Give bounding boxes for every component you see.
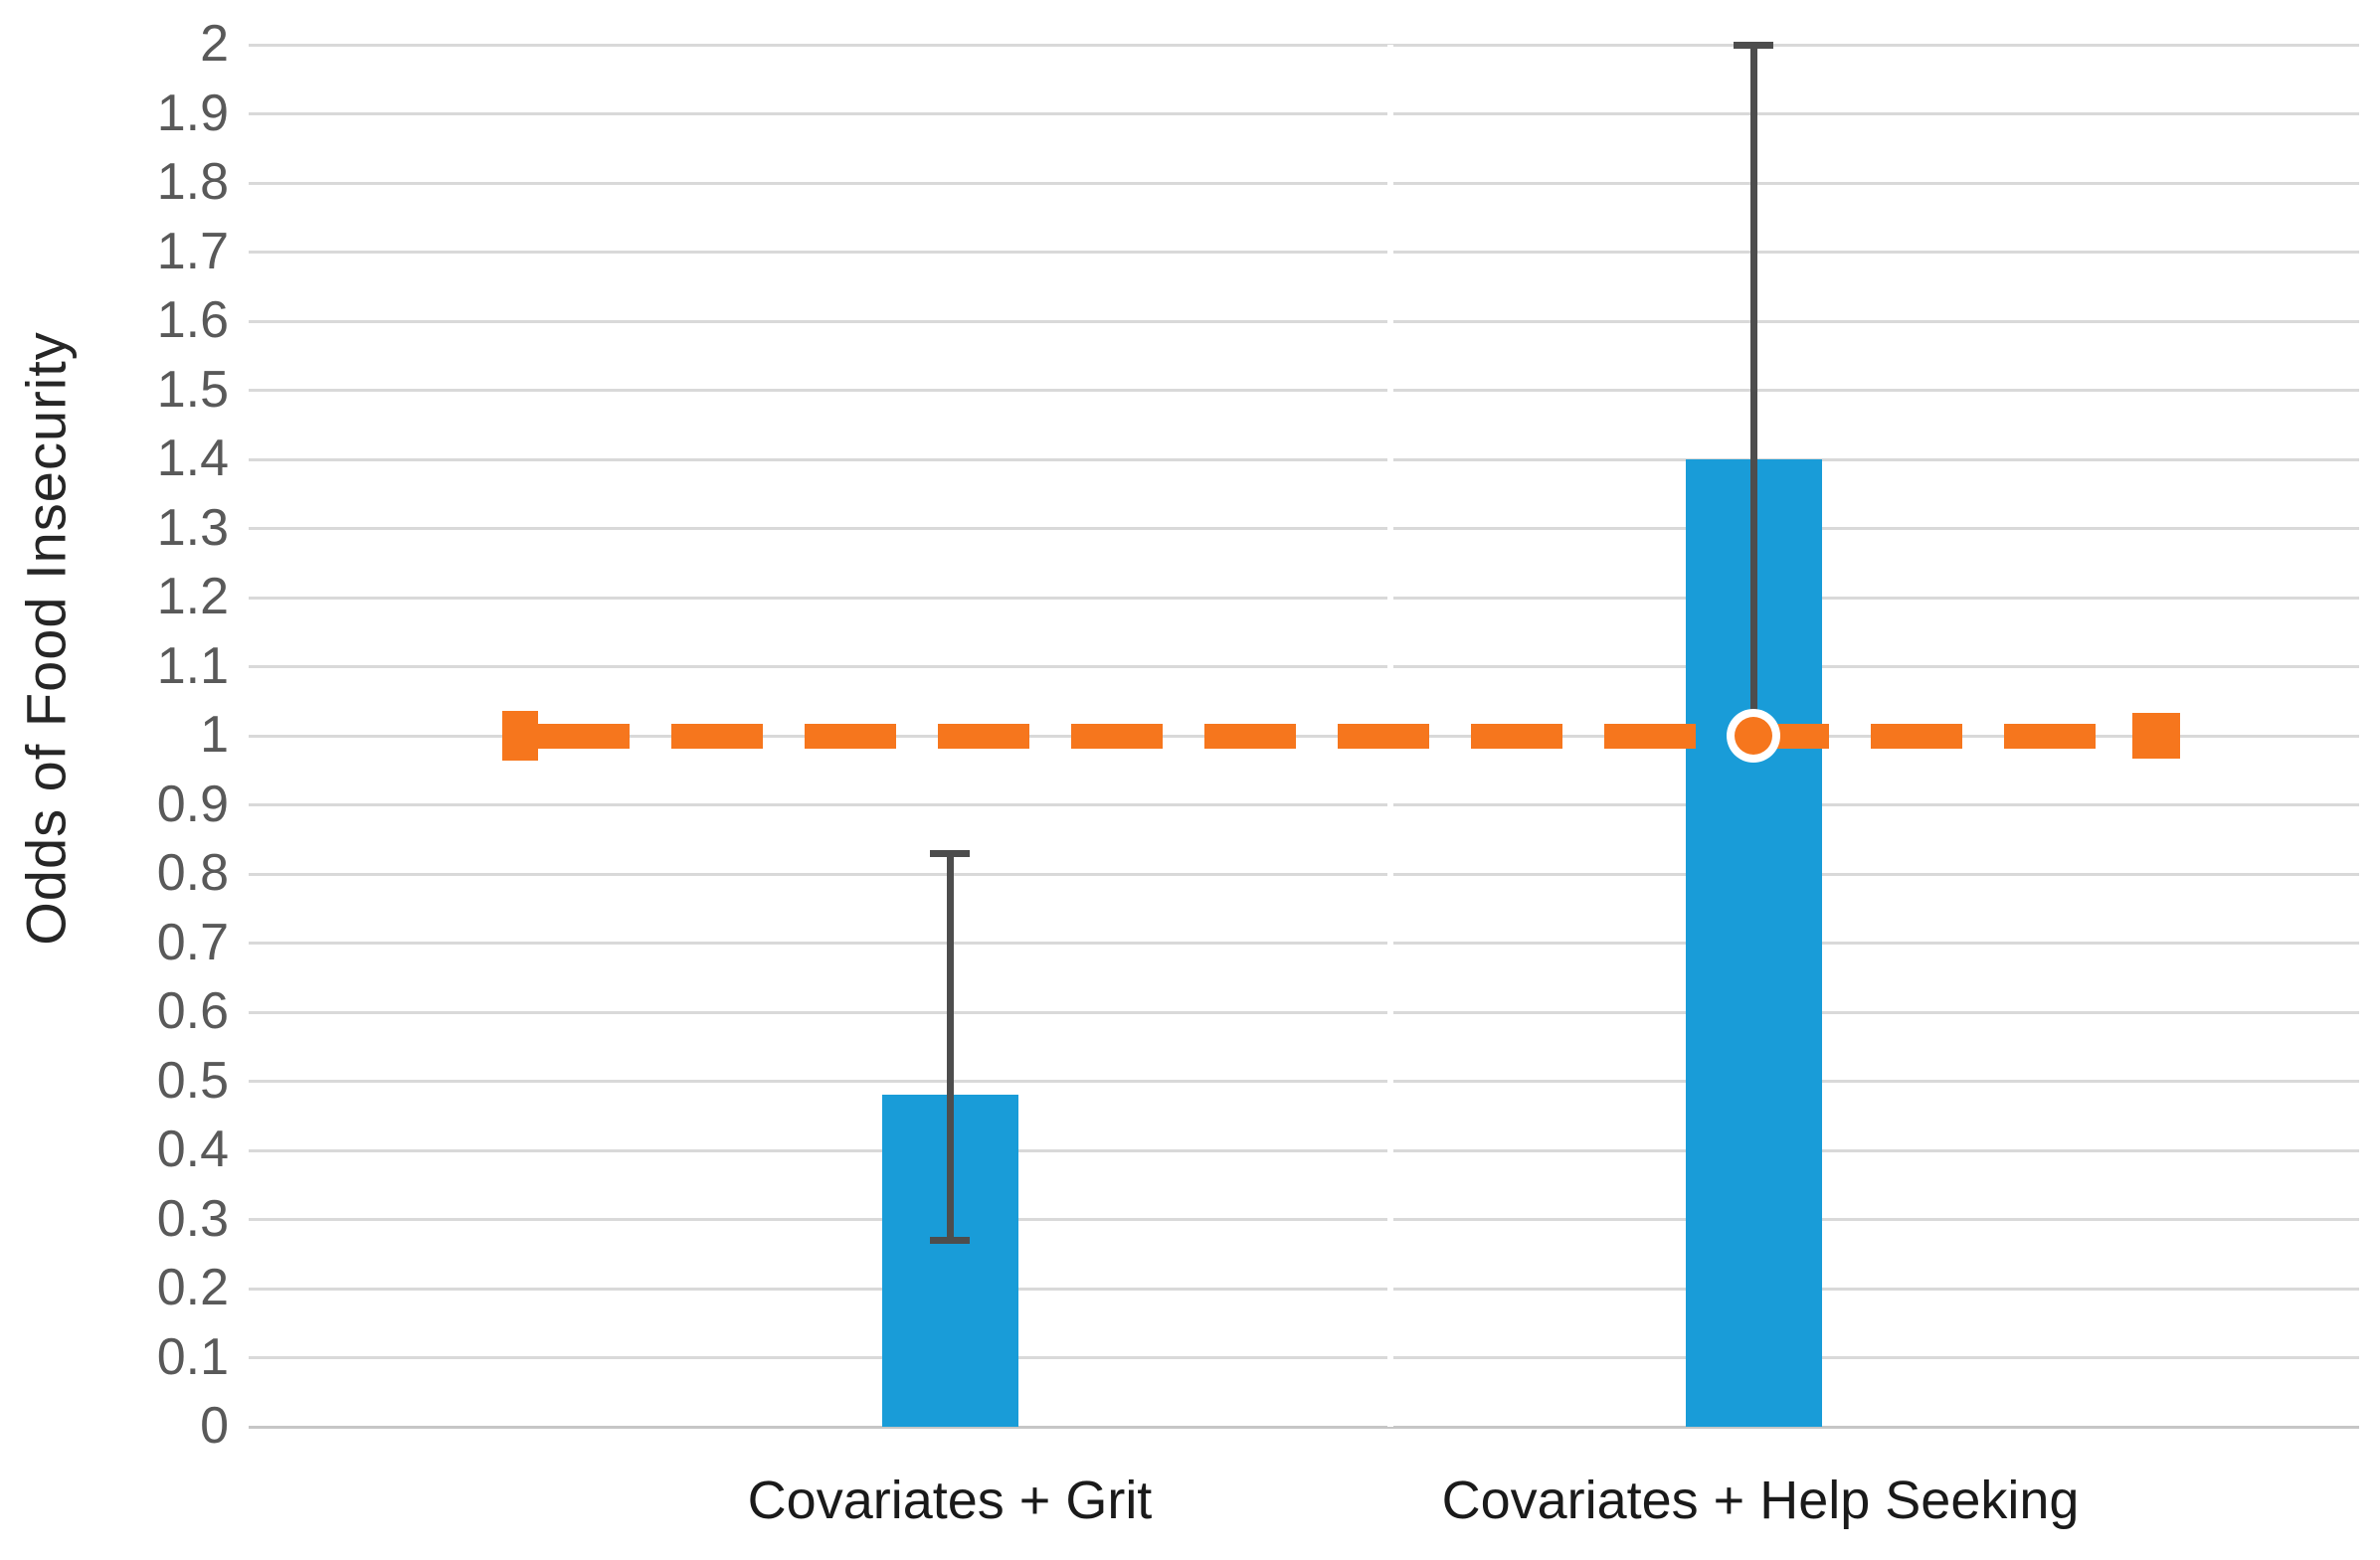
y-tick-label: 1.4 [156, 429, 229, 487]
y-gridline [249, 43, 2359, 47]
y-gridline [249, 942, 2359, 945]
y-gridline [249, 1148, 2359, 1152]
error-bar-line [1749, 45, 1757, 736]
reference-line-dashes [538, 723, 2132, 749]
error-bar-cap [930, 1236, 970, 1244]
y-tick-label: 0.5 [156, 1051, 229, 1110]
y-gridline [249, 596, 2359, 600]
y-gridline [249, 319, 2359, 323]
y-gridline [249, 1356, 2359, 1359]
y-gridline [249, 803, 2359, 806]
y-gridline [249, 181, 2359, 185]
y-gridline [249, 389, 2359, 392]
y-tick-label: 0.3 [156, 1189, 229, 1248]
y-tick-label: 0.7 [156, 913, 229, 971]
y-gridline [249, 1218, 2359, 1221]
reference-marker-dot [1735, 717, 1772, 755]
y-gridline [249, 1425, 2359, 1429]
y-gridline [249, 457, 2359, 461]
y-tick-label: 1 [200, 705, 229, 764]
reference-line-start-cap [502, 711, 538, 761]
y-gridline [249, 251, 2359, 254]
y-gridline [249, 872, 2359, 876]
y-tick-label: 1.2 [156, 567, 229, 625]
y-tick-label: 0.4 [156, 1120, 229, 1178]
y-tick-label: 1.1 [156, 636, 229, 695]
y-gridline [249, 527, 2359, 530]
y-tick-label: 0 [200, 1396, 229, 1455]
x-category-label-grit: Covariates + Grit [747, 1471, 1153, 1530]
reference-line-end-cap [2132, 713, 2180, 759]
y-gridline [249, 112, 2359, 115]
y-gridline [249, 665, 2359, 668]
y-tick-label: 0.2 [156, 1258, 229, 1316]
y-tick-label: 1.3 [156, 498, 229, 557]
y-tick-label: 1.9 [156, 84, 229, 142]
y-tick-label: 0.6 [156, 981, 229, 1040]
y-gridline [249, 1080, 2359, 1083]
y-tick-label: 1.6 [156, 290, 229, 349]
y-tick-label: 1.8 [156, 152, 229, 211]
error-bar-cap [1734, 41, 1773, 49]
y-gridline [249, 1010, 2359, 1014]
y-tick-label: 1.7 [156, 222, 229, 280]
y-tick-label: 0.9 [156, 775, 229, 833]
y-tick-label: 1.5 [156, 360, 229, 419]
x-category-label-help-seeking: Covariates + Help Seeking [1441, 1471, 2080, 1530]
error-bar-cap [930, 849, 970, 857]
y-tick-label: 0.1 [156, 1327, 229, 1386]
y-tick-label: 0.8 [156, 843, 229, 902]
y-tick-label: 2 [200, 14, 229, 73]
error-bar-line [946, 853, 954, 1241]
y-gridline [249, 1287, 2359, 1291]
